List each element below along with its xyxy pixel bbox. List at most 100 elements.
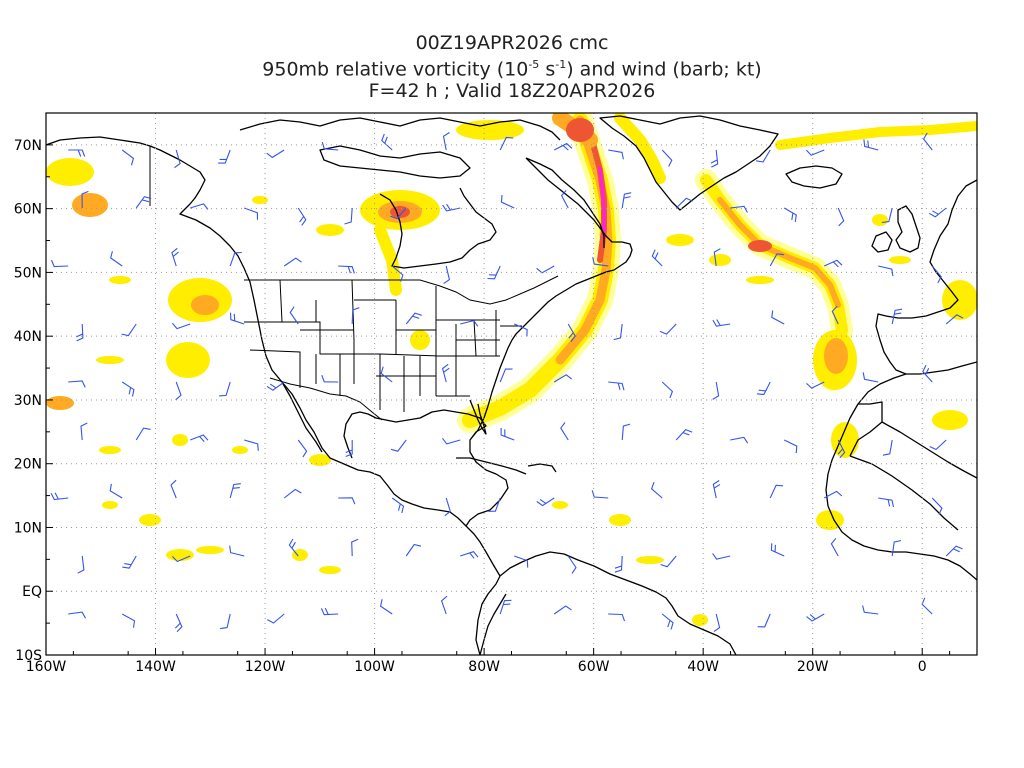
vorticity-patch bbox=[166, 549, 194, 561]
pacific-south-blob bbox=[166, 342, 210, 378]
wind-barb bbox=[440, 595, 448, 615]
map-title: 00Z19APR2026 cmc 950mb relative vorticit… bbox=[0, 32, 1024, 102]
wind-barb bbox=[713, 248, 721, 267]
wind-barb bbox=[862, 372, 879, 383]
labrador-coast bbox=[525, 157, 605, 248]
wind-barb bbox=[321, 141, 339, 151]
africa-north-blob bbox=[932, 410, 968, 430]
vorticity-patch bbox=[636, 556, 664, 564]
wind-barb bbox=[338, 265, 355, 274]
hudson-blob-core bbox=[390, 206, 410, 218]
lat-label: EQ bbox=[22, 584, 42, 600]
west-africa-blob bbox=[816, 510, 844, 530]
hispaniola bbox=[527, 463, 557, 473]
wind-barb bbox=[770, 543, 785, 557]
wind-barb bbox=[266, 149, 285, 159]
vorticity-patch bbox=[96, 356, 124, 364]
hawaii-blob bbox=[46, 396, 74, 410]
lon-label: 100W bbox=[354, 659, 395, 675]
vorticity-patch bbox=[872, 214, 888, 226]
wind-barb bbox=[351, 538, 359, 557]
wind-barb bbox=[345, 439, 353, 458]
wind-barb bbox=[444, 497, 451, 517]
wind-barb bbox=[928, 207, 947, 218]
vorticity-patch bbox=[746, 276, 774, 284]
lat-label: 10N bbox=[14, 520, 42, 536]
wind-barb bbox=[442, 132, 450, 151]
wind-barb bbox=[68, 611, 86, 619]
wind-barb bbox=[442, 203, 461, 212]
wind-barb bbox=[878, 497, 895, 508]
azores-blob-core bbox=[824, 338, 848, 374]
lon-label: 80W bbox=[468, 659, 500, 675]
wind-barb bbox=[487, 265, 501, 280]
wind-barb bbox=[837, 439, 846, 459]
wind-barb bbox=[442, 437, 461, 445]
wind-barb bbox=[651, 249, 663, 267]
wind-barb bbox=[659, 323, 677, 335]
vorticity-patch bbox=[709, 254, 731, 266]
wind-barb bbox=[121, 613, 136, 628]
wind-barb bbox=[266, 381, 285, 391]
wind-barb bbox=[823, 259, 843, 268]
title-line-field: 950mb relative vorticity (10-5 s-1) and … bbox=[0, 54, 1024, 80]
wind-barb bbox=[891, 308, 903, 325]
wind-barb bbox=[931, 265, 942, 284]
title-line-valid: F=42 h ; Valid 18Z20APR2026 bbox=[368, 80, 656, 103]
axis-labels: 160W 140W 120W 100W 80W 60W 40W 20W 0 70N 60N 50N 40… bbox=[14, 138, 927, 675]
lat-label: 30N bbox=[14, 393, 42, 409]
wind-barb bbox=[390, 439, 407, 452]
wind-barb bbox=[443, 265, 451, 285]
wind-barb bbox=[229, 312, 245, 325]
wind-barb bbox=[50, 492, 69, 501]
vorticity-patch bbox=[99, 446, 121, 454]
wind-barb bbox=[121, 323, 137, 337]
wind-barb bbox=[862, 605, 879, 615]
wind-barb bbox=[882, 439, 893, 456]
wind-barb bbox=[730, 436, 749, 444]
midwest-blob bbox=[410, 330, 430, 350]
cuba bbox=[456, 457, 527, 475]
wind-barb bbox=[929, 439, 947, 451]
wind-barb bbox=[608, 613, 626, 622]
wind-barb bbox=[823, 490, 843, 499]
wind-barb bbox=[229, 483, 241, 499]
vorticity-patch bbox=[692, 614, 708, 626]
wind-barb bbox=[283, 257, 302, 267]
lat-label: 60N bbox=[14, 202, 42, 218]
front-band-max bbox=[598, 166, 606, 238]
wind-barb bbox=[783, 439, 798, 454]
wind-barb bbox=[878, 265, 894, 277]
wind-barb bbox=[110, 251, 123, 267]
lat-label: 10S bbox=[15, 648, 42, 664]
lon-label: 0 bbox=[918, 659, 927, 675]
pacific-blob-core bbox=[191, 295, 219, 315]
us-canada-border bbox=[244, 275, 559, 305]
wind-barb bbox=[391, 265, 404, 282]
wind-barb bbox=[756, 381, 771, 396]
wind-barb bbox=[553, 142, 573, 151]
vorticity-patch bbox=[292, 549, 308, 561]
title-field-suffix: ) and wind (barb; kt) bbox=[566, 58, 762, 81]
wind-barb bbox=[344, 207, 353, 225]
wind-barb bbox=[514, 555, 529, 568]
wind-barb bbox=[68, 380, 86, 388]
vorticity-patch bbox=[666, 234, 694, 246]
east-greenland-band bbox=[614, 113, 666, 184]
state-lines bbox=[244, 279, 522, 412]
vorticity-patch bbox=[316, 224, 344, 236]
wind-barb bbox=[553, 374, 573, 383]
wind-barb bbox=[109, 483, 123, 499]
vorticity-patch bbox=[252, 196, 268, 204]
wind-barb bbox=[405, 543, 422, 557]
title-exponent-1: -5 bbox=[528, 58, 540, 71]
wind-barb bbox=[945, 545, 963, 557]
hudson-bay bbox=[379, 187, 497, 269]
wind-barb bbox=[488, 497, 501, 512]
wind-barb bbox=[881, 207, 893, 224]
axis-ticks bbox=[45, 144, 951, 656]
wind-barb bbox=[536, 497, 555, 507]
wind-barb bbox=[921, 597, 933, 615]
iceland bbox=[785, 165, 843, 189]
